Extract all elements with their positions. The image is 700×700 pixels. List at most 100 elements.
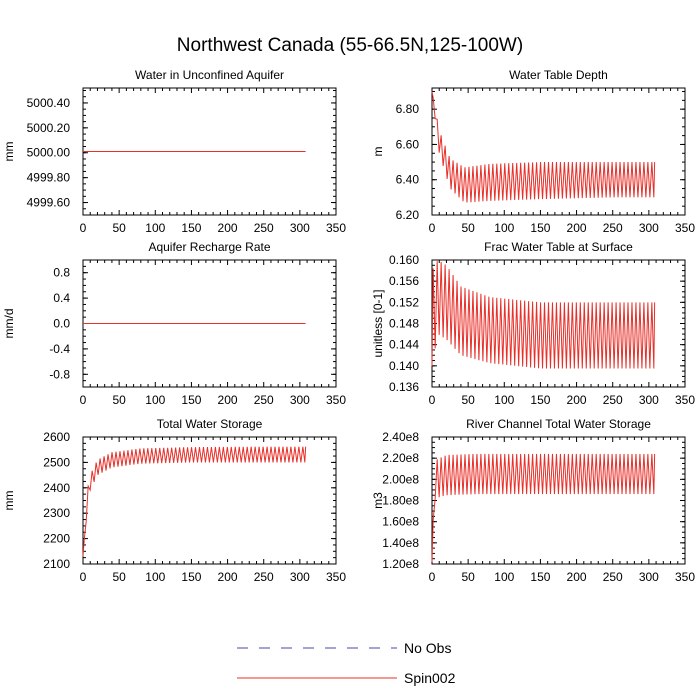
panel-title: Water Table Depth xyxy=(509,68,608,82)
x-tick-label: 200 xyxy=(218,570,238,584)
y-tick-label: 0.0 xyxy=(53,317,70,331)
legend-label-no-obs: No Obs xyxy=(404,640,451,656)
y-tick-label: 2100 xyxy=(43,557,70,571)
y-tick-label: 0.4 xyxy=(53,291,70,305)
x-tick-label: 200 xyxy=(567,393,587,407)
y-tick-label: 0.136 xyxy=(389,380,419,394)
x-tick-label: 350 xyxy=(326,221,346,235)
x-tick-label: 0 xyxy=(80,393,87,407)
x-tick-label: 0 xyxy=(80,570,87,584)
x-tick-label: 200 xyxy=(567,570,587,584)
panel-title: Water in Unconfined Aquifer xyxy=(135,68,284,82)
y-axis-label: mm/d xyxy=(2,309,16,339)
y-tick-label: 2500 xyxy=(43,455,70,469)
y-tick-label: 2.20e8 xyxy=(382,451,419,465)
y-tick-label: 0.156 xyxy=(389,274,419,288)
panel-total-water-storage: Total Water Storage mm 0 50 100 150 200 250 300 3… xyxy=(2,417,346,584)
series-line-spin002 xyxy=(431,261,656,369)
x-tick-label: 50 xyxy=(461,221,475,235)
y-tick-label: 6.20 xyxy=(396,208,420,222)
y-tick-label: 5000.40 xyxy=(27,96,71,110)
x-tick-label: 350 xyxy=(326,393,346,407)
y-axis-label: unitless [0-1] xyxy=(371,289,385,357)
y-tick-label: 0.140 xyxy=(389,359,419,373)
y-axis-label: mm xyxy=(2,491,16,511)
y-tick-label: 2200 xyxy=(43,532,70,546)
y-tick-label: 0.152 xyxy=(389,295,419,309)
y-tick-label: 0.160 xyxy=(389,253,419,267)
x-tick-label: 350 xyxy=(675,221,695,235)
panel-title: Frac Water Table at Surface xyxy=(484,240,633,254)
x-tick-label: 150 xyxy=(181,570,201,584)
series-line-spin002 xyxy=(82,446,307,557)
x-tick-label: 250 xyxy=(254,221,274,235)
x-tick-label: 250 xyxy=(254,570,274,584)
plot-frame xyxy=(431,87,686,216)
x-tick-label: 50 xyxy=(461,570,475,584)
x-tick-label: 300 xyxy=(290,570,310,584)
y-tick-label: 2.40e8 xyxy=(382,430,419,444)
figure-title: Northwest Canada (55-66.5N,125-100W) xyxy=(176,35,524,56)
panel-recharge-rate: Aquifer Recharge Rate mm/d 0 50 100 150 200 250… xyxy=(2,240,346,407)
x-tick-label: 200 xyxy=(218,221,238,235)
x-tick-label: 0 xyxy=(429,570,436,584)
y-tick-label: 1.80e8 xyxy=(382,494,419,508)
x-tick-label: 100 xyxy=(145,393,165,407)
panel-title: Aquifer Recharge Rate xyxy=(148,240,270,254)
y-tick-label: 6.80 xyxy=(396,102,420,116)
y-axis-label: m3 xyxy=(371,492,385,509)
panel-water-table-depth: Water Table Depth m 0 50 100 150 200 250 300 350 6… xyxy=(371,68,695,235)
x-tick-label: 350 xyxy=(675,570,695,584)
plot-frame xyxy=(431,436,686,565)
y-axis-label: m xyxy=(371,147,385,157)
y-tick-label: 0.8 xyxy=(53,266,70,280)
x-tick-label: 50 xyxy=(112,570,126,584)
x-tick-label: 50 xyxy=(461,393,475,407)
x-tick-label: 100 xyxy=(494,221,514,235)
x-tick-label: 250 xyxy=(603,393,623,407)
panel-frac-water-table: Frac Water Table at Surface unitless [0-1… xyxy=(371,240,695,407)
panel-river-channel-storage: River Channel Total Water Storage m3 0 50 10… xyxy=(371,417,695,584)
y-tick-label: 1.40e8 xyxy=(382,536,419,550)
x-tick-label: 350 xyxy=(326,570,346,584)
x-tick-label: 150 xyxy=(181,221,201,235)
x-tick-label: 200 xyxy=(218,393,238,407)
y-tick-label: -0.4 xyxy=(49,342,70,356)
y-tick-label: -0.8 xyxy=(49,367,70,381)
y-tick-label: 5000.00 xyxy=(27,146,71,160)
x-tick-label: 150 xyxy=(530,221,550,235)
panel-aquifer-water: Water in Unconfined Aquifer mm 0 50 100 150 20… xyxy=(2,68,346,235)
x-tick-label: 50 xyxy=(112,221,126,235)
y-tick-label: 0.144 xyxy=(389,338,419,352)
series-line-spin002 xyxy=(431,453,656,562)
y-tick-label: 4999.60 xyxy=(27,196,71,210)
y-tick-label: 4999.80 xyxy=(27,171,71,185)
x-tick-label: 300 xyxy=(290,393,310,407)
legend: No Obs Spin002 xyxy=(237,640,456,686)
x-tick-label: 300 xyxy=(639,221,659,235)
panel-title: River Channel Total Water Storage xyxy=(466,417,651,431)
x-tick-label: 300 xyxy=(639,570,659,584)
x-tick-label: 250 xyxy=(254,393,274,407)
y-tick-label: 2300 xyxy=(43,506,70,520)
x-tick-label: 0 xyxy=(80,221,87,235)
legend-label-spin002: Spin002 xyxy=(404,670,456,686)
y-tick-label: 0.148 xyxy=(389,317,419,331)
y-tick-label: 2400 xyxy=(43,481,70,495)
x-tick-label: 100 xyxy=(494,570,514,584)
x-tick-label: 200 xyxy=(567,221,587,235)
x-tick-label: 150 xyxy=(181,393,201,407)
x-tick-label: 250 xyxy=(603,570,623,584)
y-tick-label: 6.60 xyxy=(396,137,420,151)
panel-group: Water in Unconfined Aquifer mm 0 50 100 150 20… xyxy=(2,68,695,584)
y-tick-label: 1.20e8 xyxy=(382,557,419,571)
x-tick-label: 150 xyxy=(530,393,550,407)
x-tick-label: 300 xyxy=(639,393,659,407)
x-tick-label: 150 xyxy=(530,570,550,584)
x-tick-label: 0 xyxy=(429,221,436,235)
y-tick-label: 1.60e8 xyxy=(382,515,419,529)
x-tick-label: 300 xyxy=(290,221,310,235)
y-tick-label: 2600 xyxy=(43,430,70,444)
y-axis-label: mm xyxy=(2,142,16,162)
